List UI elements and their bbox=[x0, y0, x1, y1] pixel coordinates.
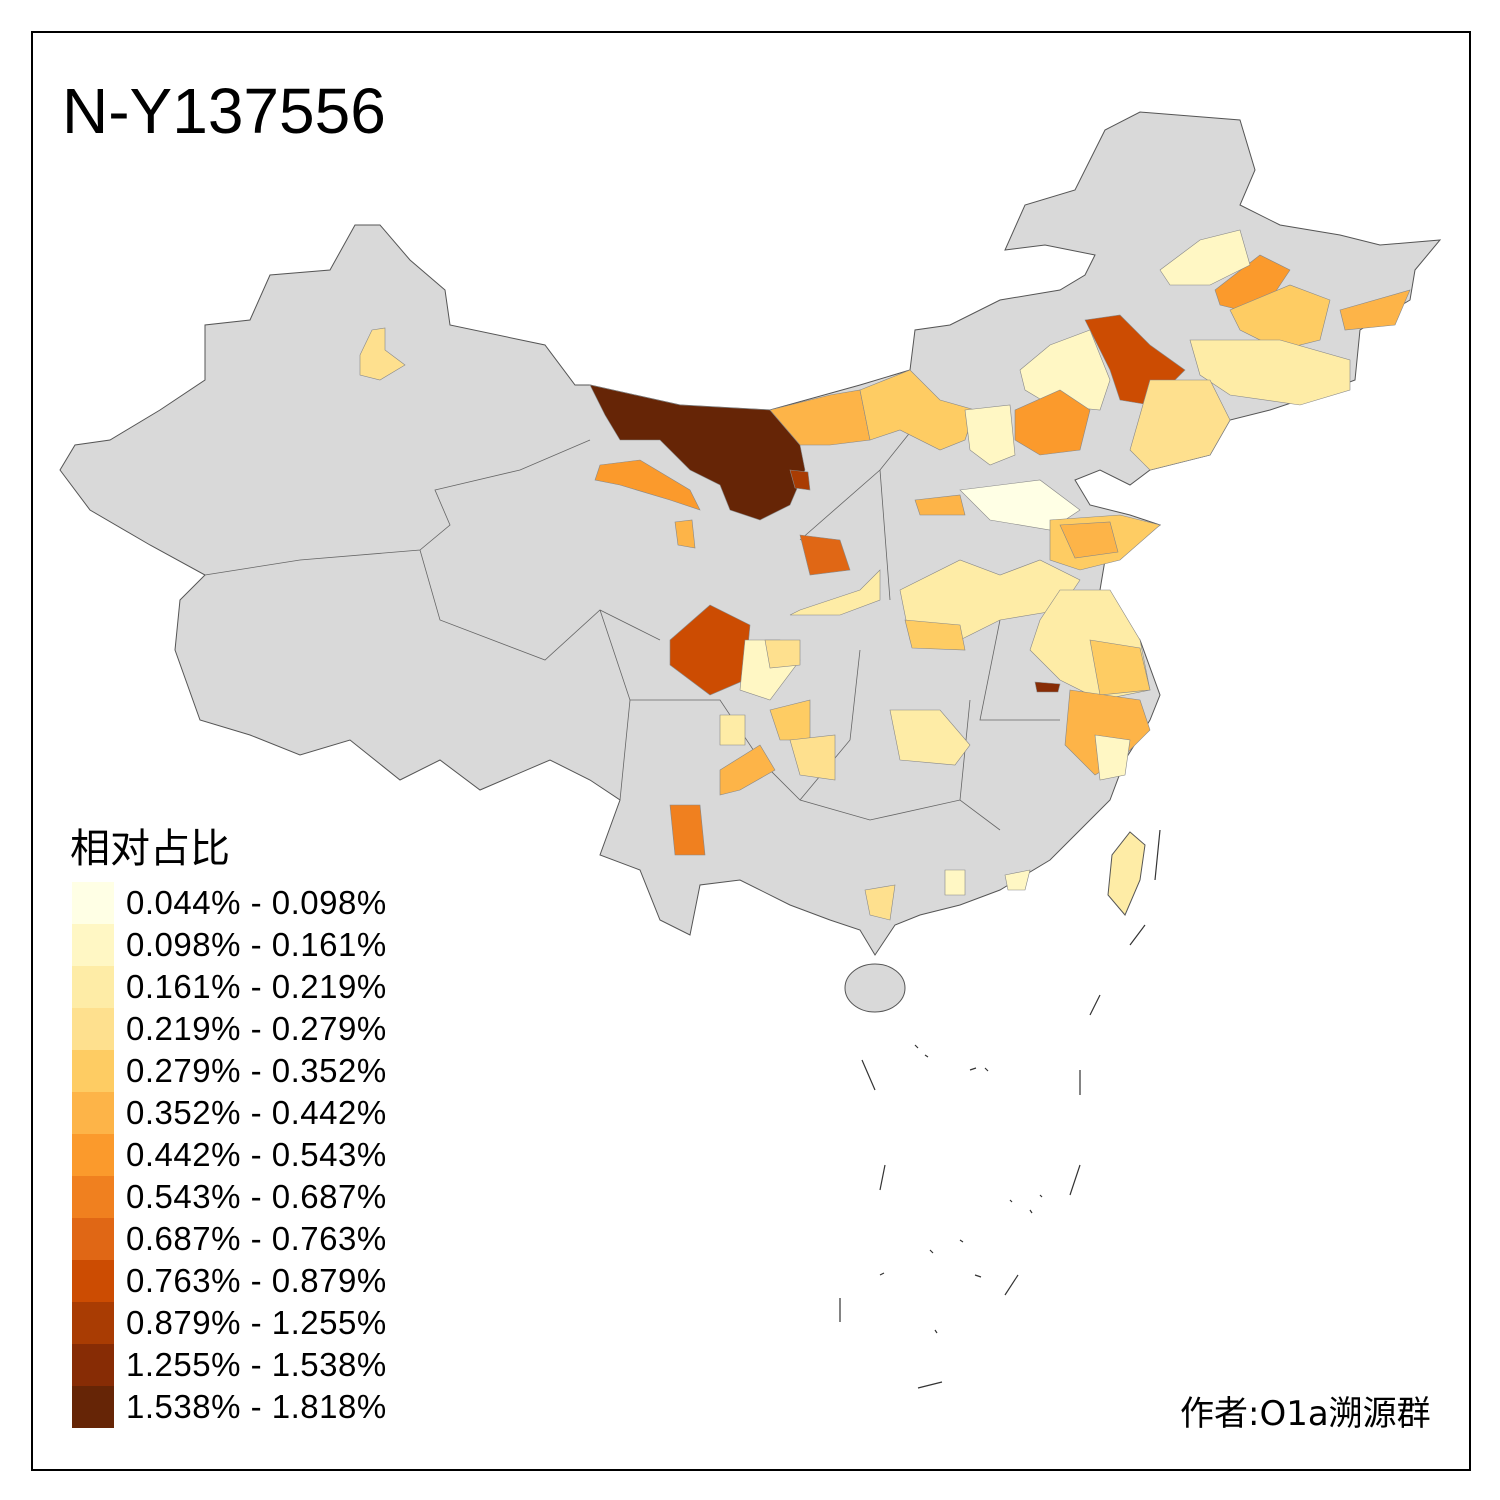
region bbox=[1019, 329, 1111, 411]
region bbox=[1034, 681, 1061, 693]
legend-swatch bbox=[72, 1008, 114, 1050]
legend-item: 1.255% - 1.538% bbox=[72, 1344, 387, 1386]
legend-swatch bbox=[72, 966, 114, 1008]
legend-item: 0.442% - 0.543% bbox=[72, 1134, 387, 1176]
region bbox=[1189, 339, 1351, 406]
legend-item: 0.763% - 0.879% bbox=[72, 1260, 387, 1302]
region bbox=[1059, 521, 1119, 559]
legend-label: 0.442% - 0.543% bbox=[126, 1136, 387, 1173]
region bbox=[799, 534, 851, 576]
region bbox=[889, 709, 971, 766]
legend-swatch bbox=[72, 1050, 114, 1092]
region bbox=[669, 804, 706, 856]
region bbox=[859, 369, 976, 451]
legend-swatch bbox=[72, 1344, 114, 1386]
legend-swatch bbox=[72, 1260, 114, 1302]
legend-swatch bbox=[72, 924, 114, 966]
region bbox=[674, 519, 696, 549]
legend-item: 0.161% - 0.219% bbox=[72, 966, 387, 1008]
region bbox=[1014, 389, 1091, 456]
region bbox=[864, 884, 896, 921]
legend-label: 0.879% - 1.255% bbox=[126, 1304, 387, 1341]
legend-label: 0.098% - 0.161% bbox=[126, 926, 387, 963]
region bbox=[789, 469, 811, 491]
region bbox=[594, 459, 701, 511]
legend-label: 1.255% - 1.538% bbox=[126, 1346, 387, 1383]
legend-swatch bbox=[72, 1386, 114, 1428]
region bbox=[789, 734, 836, 781]
legend-item: 0.543% - 0.687% bbox=[72, 1176, 387, 1218]
region bbox=[1229, 284, 1331, 351]
legend-item: 1.538% - 1.818% bbox=[72, 1386, 387, 1428]
legend-label: 0.219% - 0.279% bbox=[126, 1010, 387, 1047]
legend-swatch bbox=[72, 1302, 114, 1344]
legend-swatch bbox=[72, 1092, 114, 1134]
region bbox=[1159, 229, 1251, 286]
legend-swatch bbox=[72, 882, 114, 924]
region bbox=[359, 327, 406, 381]
region bbox=[1089, 639, 1151, 696]
region bbox=[1004, 869, 1031, 891]
legend-item: 0.219% - 0.279% bbox=[72, 1008, 387, 1050]
map-title: N-Y137556 bbox=[62, 75, 386, 147]
legend-item: 0.044% - 0.098% bbox=[72, 882, 387, 924]
legend-label: 0.687% - 0.763% bbox=[126, 1220, 387, 1257]
legend-label: 0.161% - 0.219% bbox=[126, 968, 387, 1005]
region bbox=[1339, 289, 1411, 331]
legend-swatch bbox=[72, 1176, 114, 1218]
hainan-island bbox=[844, 963, 906, 1013]
region bbox=[904, 619, 966, 651]
region bbox=[719, 744, 776, 796]
legend-item: 0.098% - 0.161% bbox=[72, 924, 387, 966]
legend-label: 0.543% - 0.687% bbox=[126, 1178, 387, 1215]
south-china-sea-islands bbox=[839, 829, 1161, 1389]
legend-item: 0.687% - 0.763% bbox=[72, 1218, 387, 1260]
legend-label: 0.352% - 0.442% bbox=[126, 1094, 387, 1131]
legend-title: 相对占比 bbox=[70, 826, 230, 872]
legend-label: 1.538% - 1.818% bbox=[126, 1388, 387, 1425]
legend-item: 0.352% - 0.442% bbox=[72, 1092, 387, 1134]
legend-item: 0.279% - 0.352% bbox=[72, 1050, 387, 1092]
legend-item: 0.879% - 1.255% bbox=[72, 1302, 387, 1344]
region bbox=[964, 404, 1016, 466]
region bbox=[719, 714, 746, 746]
legend-swatch bbox=[72, 1218, 114, 1260]
region bbox=[789, 569, 881, 616]
map-frame bbox=[31, 31, 1471, 1471]
region bbox=[914, 494, 966, 516]
legend: 0.044% - 0.098% 0.098% - 0.161% 0.161% - 0… bbox=[72, 882, 387, 1428]
legend-label: 0.044% - 0.098% bbox=[126, 884, 387, 921]
taiwan-island bbox=[1107, 831, 1146, 916]
legend-label: 0.279% - 0.352% bbox=[126, 1052, 387, 1089]
region bbox=[944, 869, 966, 896]
legend-swatch bbox=[72, 1134, 114, 1176]
regions-layer bbox=[359, 229, 1411, 921]
region bbox=[764, 639, 801, 669]
legend-label: 0.763% - 0.879% bbox=[126, 1262, 387, 1299]
region bbox=[1129, 379, 1231, 471]
region bbox=[1094, 734, 1131, 781]
author-caption: 作者:O1a溯源群 bbox=[1180, 1394, 1431, 1434]
